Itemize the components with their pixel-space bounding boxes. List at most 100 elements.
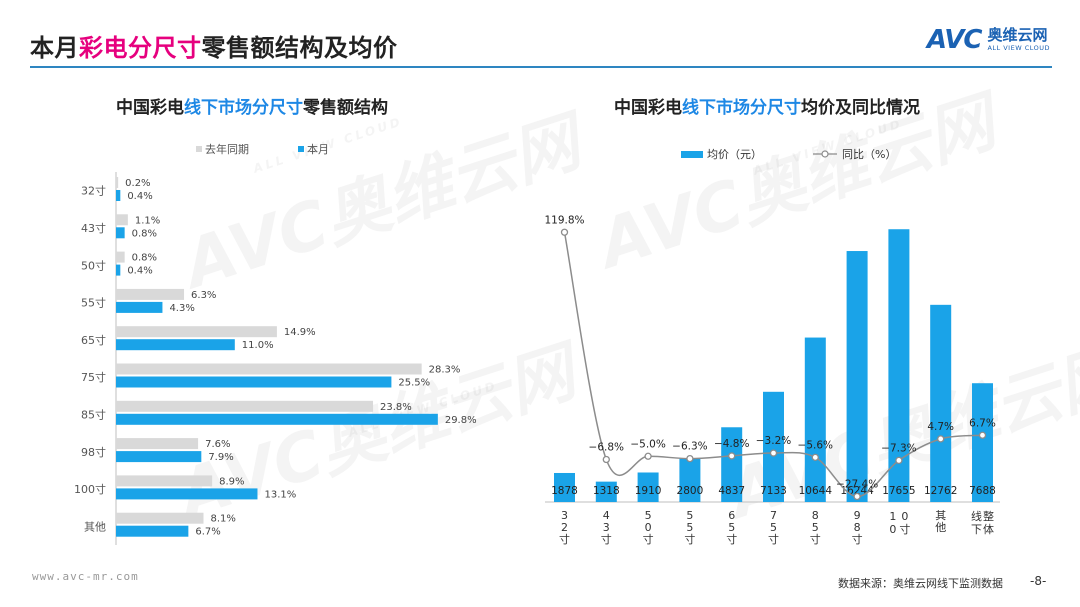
bar-this-month <box>116 413 438 425</box>
price-bar <box>930 304 952 502</box>
bar-value-label: 16244 <box>840 485 874 497</box>
yoy-label: 119.8% <box>544 214 584 226</box>
yoy-point <box>560 228 569 236</box>
legend-swatch <box>298 146 304 152</box>
legend-label: 本月 <box>307 142 329 156</box>
legend-label: 均价（元） <box>707 148 762 161</box>
yoy-point <box>644 452 652 460</box>
bar-this-month <box>116 339 235 351</box>
yoy-label: −3.2% <box>756 435 791 447</box>
bar-this-month <box>116 227 125 239</box>
yoy-point <box>978 431 987 439</box>
bar-value-label: 7133 <box>760 485 787 497</box>
category-label: 线下整体 <box>971 509 994 536</box>
left-chart-title: 中国彩电线下市场分尺寸零售额结构 <box>116 98 388 118</box>
yoy-point <box>811 453 819 462</box>
bar-last-year <box>116 326 277 338</box>
category-label: 85寸 <box>81 407 106 421</box>
yoy-point <box>602 455 610 464</box>
data-label: 0.8% <box>132 253 157 264</box>
category-label: 55寸 <box>81 296 106 310</box>
yoy-point <box>937 435 945 443</box>
bar-value-label: 4837 <box>718 485 745 497</box>
avc-logo: AVC 奥维云网 ALL VIEW CLOUD <box>927 24 1050 56</box>
data-label: 0.2% <box>125 178 150 189</box>
watermark-sub: ALL VIEW CLOUD <box>251 114 405 176</box>
price-bar <box>972 383 993 502</box>
data-source: 数据来源：奥维云网线下监测数据 <box>838 577 1003 590</box>
yoy-label: −4.8% <box>714 438 749 450</box>
page-title-highlight: 彩电分尺寸 <box>79 34 202 62</box>
yoy-label: −6.8% <box>589 442 624 454</box>
watermark: AVC奥维云网 <box>169 333 584 534</box>
data-label: 6.7% <box>195 527 220 538</box>
bar-value-label: 12762 <box>924 485 957 497</box>
yoy-point <box>895 456 903 465</box>
bar-this-month <box>116 190 121 201</box>
category-label: 其他 <box>84 520 106 533</box>
yoy-line <box>563 232 983 498</box>
data-label: 6.3% <box>191 290 216 301</box>
category-label: 65寸 <box>81 333 106 347</box>
bar-this-month <box>116 525 189 537</box>
bar-last-year <box>116 288 185 300</box>
data-label: 8.1% <box>210 514 235 525</box>
watermark-sub: ALL VIEW CLOUD <box>751 116 905 178</box>
bar-this-month <box>116 264 121 276</box>
category-label: 43寸 <box>81 221 106 235</box>
yoy-label: 6.7% <box>969 417 996 429</box>
price-bar <box>804 337 826 502</box>
yoy-point <box>769 449 778 457</box>
bar-last-year <box>116 475 213 487</box>
logo-cn: 奥维云网 <box>987 26 1048 45</box>
data-label: 4.3% <box>169 303 194 314</box>
watermark: AVC奥维云网 <box>719 333 1080 534</box>
bar-value-label: 17655 <box>882 485 915 497</box>
logo-en: ALL VIEW CLOUD <box>987 44 1050 53</box>
data-label: 14.9% <box>284 327 316 338</box>
title-divider <box>30 66 1052 68</box>
price-bar <box>721 427 743 502</box>
data-label: 29.8% <box>445 415 477 426</box>
yoy-label: −7.3% <box>881 442 916 454</box>
price-bar <box>763 391 784 502</box>
page-title: 本月彩电分尺寸零售额结构及均价 <box>30 34 398 62</box>
bar-value-label: 10644 <box>799 485 833 497</box>
price-bar <box>679 458 701 502</box>
logo-mark: AVC <box>926 25 983 55</box>
bar-value-label: 1318 <box>593 485 620 497</box>
category-label: 98寸 <box>81 445 106 459</box>
watermark-sub: ALL VIEW CLOUD <box>346 378 500 440</box>
bar-last-year <box>116 177 119 188</box>
data-label: 8.9% <box>219 476 244 487</box>
price-bar <box>888 229 910 502</box>
bar-this-month <box>116 376 392 388</box>
footer-url: www.avc-mr.com <box>32 570 139 583</box>
bar-this-month <box>116 488 258 500</box>
data-label: 7.9% <box>208 452 233 463</box>
data-label: 0.4% <box>127 191 152 202</box>
data-label: 23.8% <box>380 402 412 413</box>
logo-text: 奥维云网 ALL VIEW CLOUD <box>987 28 1050 52</box>
yoy-point <box>686 454 694 463</box>
category-label: 50寸 <box>81 258 106 272</box>
data-label: 25.5% <box>398 378 430 389</box>
bar-last-year <box>116 251 125 263</box>
data-label: 13.1% <box>264 489 296 500</box>
bar-this-month <box>116 301 163 313</box>
yoy-label: −6.3% <box>672 441 707 453</box>
data-label: 28.3% <box>429 365 461 376</box>
bar-value-label: 1910 <box>635 485 662 497</box>
yoy-point <box>853 492 861 501</box>
